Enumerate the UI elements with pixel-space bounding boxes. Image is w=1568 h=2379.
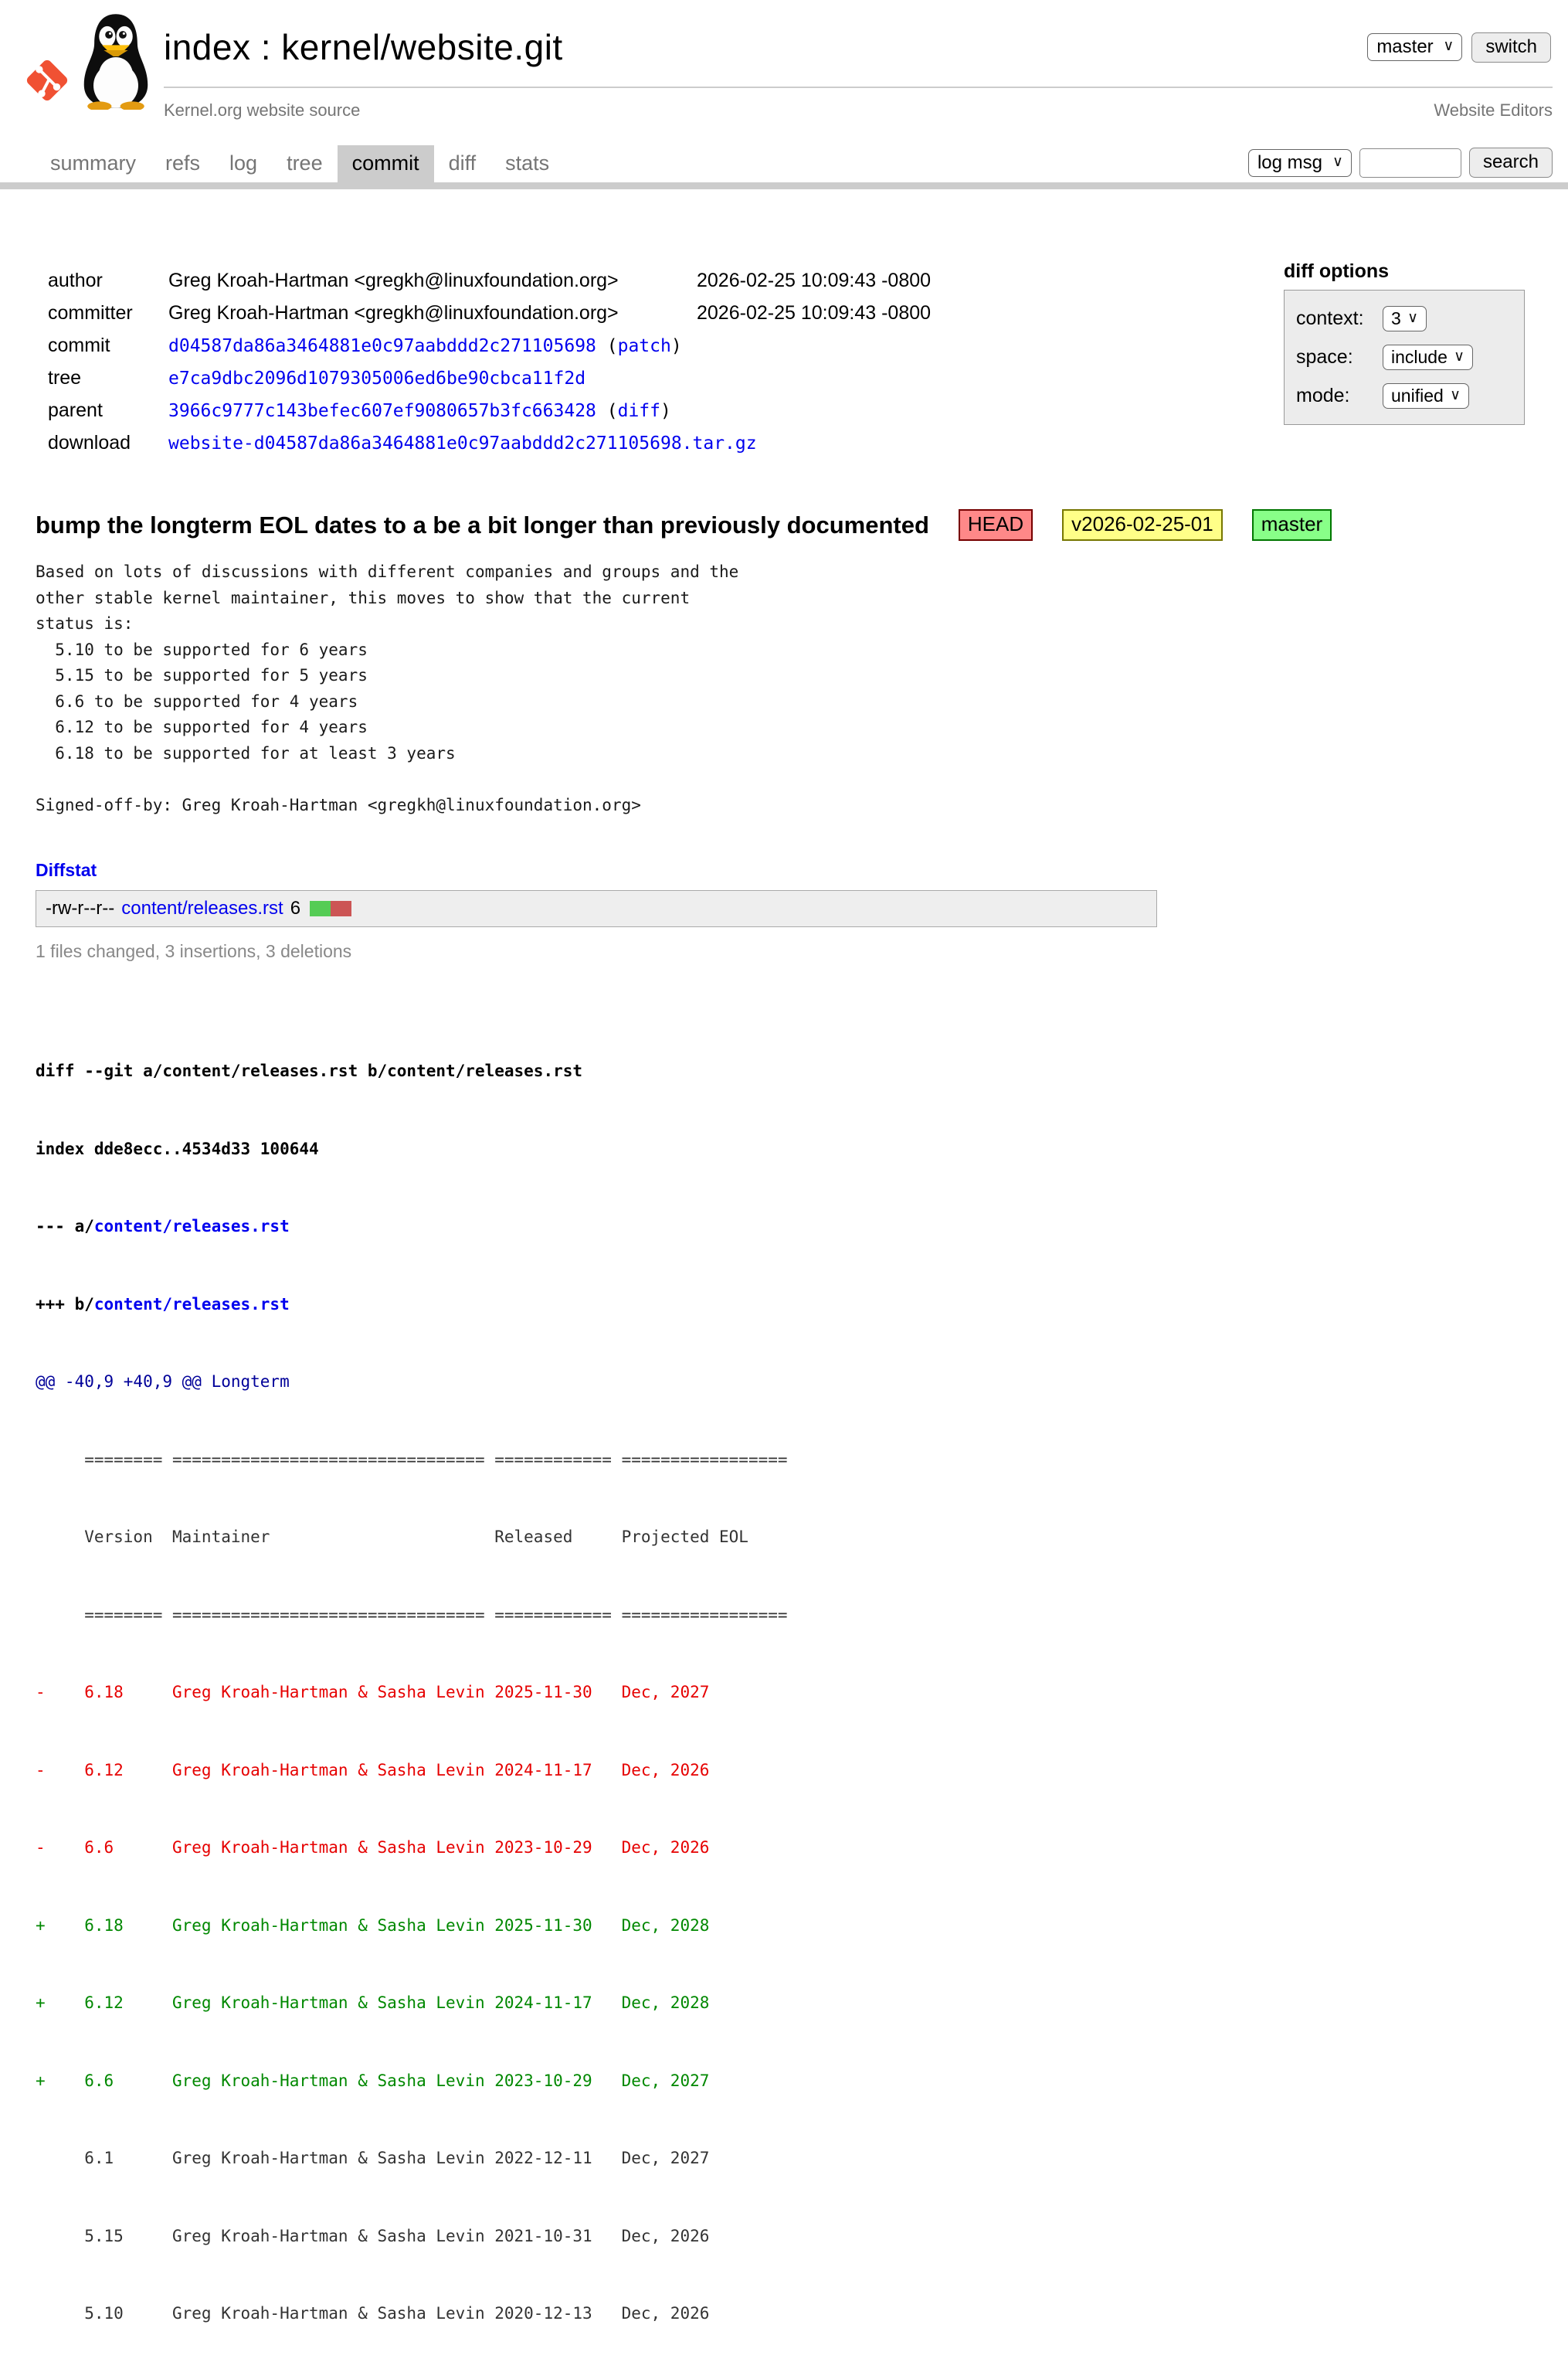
commit-label: commit [48,335,110,356]
space-select-wrap: include [1383,345,1473,370]
search-controls: log msg search [1247,148,1553,178]
mode-label: mode: [1296,385,1350,406]
branch-select-wrap: master [1367,33,1463,61]
commit-subject: bump the longterm EOL dates to a be a bi… [36,511,929,539]
author-label: author [48,270,103,291]
page-title: index : kernel/website.git [164,27,563,67]
tab-stats[interactable]: stats [505,151,550,175]
author-date: 2026-02-25 10:09:43 -0800 [697,270,932,291]
space-label: space: [1296,346,1353,368]
tag-decoration[interactable]: v2026-02-25-01 [1062,509,1223,541]
tab-underline-bar [0,182,1568,189]
branch-select[interactable]: master [1367,33,1463,61]
file-mode: -rw-r--r-- [46,898,115,919]
diffstat-graph [310,901,352,916]
new-file-link[interactable]: content/releases.rst [93,1294,290,1314]
diff-git-line: diff --git a/content/releases.rst b/cont… [36,1062,583,1080]
context-label: context: [1296,308,1364,329]
diffstat-section: Diffstat -rw-r--r-- content/releases.rst… [36,860,1553,962]
diff-options-heading: diff options [1284,260,1390,282]
diff-line-removed: - 6.6 Greg Kroah-Hartman & Sasha Levin 2… [36,1838,710,1857]
diff-line: ======== ===============================… [36,1449,788,1469]
tab-bar: summary refs log tree commit diff stats … [0,145,1568,189]
hunk-header[interactable]: @@ -40,9 +40,9 @@ Longterm [36,1372,290,1391]
diff-line: 6.1 Greg Kroah-Hartman & Sasha Levin 202… [36,2149,710,2167]
commit-info-table: author Greg Kroah-Hartman <gregkh@linuxf… [48,265,1284,460]
commit-message: Based on lots of discussions with differ… [36,562,739,814]
tab-commit[interactable]: commit [337,145,434,182]
download-link[interactable]: website-d04587da86a3464881e0c97aabddd2c2… [168,433,757,454]
parent-row: parent 3966c9777c143befec607ef9080657b3f… [48,395,1284,427]
mode-select[interactable]: unified [1383,383,1469,409]
diff-plus-line: +++ b/content/releases.rst [36,1294,290,1314]
branch-controls: master switch [1367,32,1553,63]
repo-logo-link[interactable] [11,8,164,114]
diff-minus-line: --- a/content/releases.rst [36,1217,290,1235]
deletions-bar [331,901,352,916]
author-value: Greg Kroah-Hartman <gregkh@linuxfoundati… [168,270,619,291]
diff-line: ======== ===============================… [36,1605,788,1624]
page-header: index : kernel/website.git master switch… [0,0,1568,121]
changed-file-link[interactable]: content/releases.rst [121,898,283,919]
diff-line-removed: - 6.12 Greg Kroah-Hartman & Sasha Levin … [36,1760,710,1779]
tab-diff[interactable]: diff [448,151,477,175]
download-label: download [48,432,131,454]
diff-line-added: + 6.12 Greg Kroah-Hartman & Sasha Levin … [36,1993,710,2012]
search-button[interactable]: search [1468,148,1553,178]
diff-options-panel: diff options context: 3 space: include m… [1284,260,1525,425]
tree-row: tree e7ca9dbc2096d1079305006ed6be90cbca1… [48,362,1284,395]
diff-line: 5.15 Greg Kroah-Hartman & Sasha Levin 20… [36,2226,710,2245]
tree-label: tree [48,367,82,389]
diff-line-removed: - 6.18 Greg Kroah-Hartman & Sasha Levin … [36,1683,710,1701]
commit-row: commit d04587da86a3464881e0c97aabddd2c27… [48,330,1284,362]
diffstat-table: -rw-r--r-- content/releases.rst 6 [36,890,1157,927]
change-count: 6 [290,898,301,919]
committer-row: committer Greg Kroah-Hartman <gregkh@lin… [48,297,1284,330]
parent-hash-link[interactable]: 3966c9777c143befec607ef9080657b3fc663428 [168,401,596,421]
patch-link[interactable]: patch [617,336,671,356]
committer-date: 2026-02-25 10:09:43 -0800 [697,302,932,324]
tab-log[interactable]: log [229,151,258,175]
commit-page: diff options context: 3 space: include m… [0,189,1568,2379]
space-select[interactable]: include [1383,345,1473,370]
search-input[interactable] [1359,148,1461,178]
committer-value: Greg Kroah-Hartman <gregkh@linuxfoundati… [168,302,619,324]
diff-index-line: index dde8ecc..4534d33 100644 [36,1139,319,1158]
old-file-link[interactable]: content/releases.rst [93,1217,290,1235]
commit-hash-link[interactable]: d04587da86a3464881e0c97aabddd2c271105698 [168,336,596,356]
repo-owner: Website Editors [1434,100,1553,120]
parent-label: parent [48,399,103,421]
diff-line-added: + 6.6 Greg Kroah-Hartman & Sasha Levin 2… [36,2071,710,2090]
git-logo-icon [26,59,68,101]
author-row: author Greg Kroah-Hartman <gregkh@linuxf… [48,265,1284,297]
search-scope-select[interactable]: log msg [1247,148,1352,177]
context-select-wrap: 3 [1383,306,1427,331]
committer-label: committer [48,302,133,324]
insertions-bar [310,901,331,916]
parent-diff-link[interactable]: diff [617,401,660,421]
tux-logo-icon [83,14,148,110]
context-select[interactable]: 3 [1383,306,1427,331]
search-scope-wrap: log msg [1247,148,1352,177]
commit-subject-row: bump the longterm EOL dates to a be a bi… [36,509,1553,541]
branch-decoration[interactable]: master [1251,509,1332,541]
diff-line: Version Maintainer Released Projected EO… [36,1528,748,1546]
repo-description: Kernel.org website source [164,100,361,120]
head-decoration[interactable]: HEAD [958,509,1033,541]
tab-refs[interactable]: refs [165,151,201,175]
diff-view: diff --git a/content/releases.rst b/cont… [36,1007,1553,2379]
tab-summary[interactable]: summary [50,151,137,175]
diffstat-heading-link[interactable]: Diffstat [36,860,97,880]
download-row: download website-d04587da86a3464881e0c97… [48,427,1284,460]
tree-hash-link[interactable]: e7ca9dbc2096d1079305006ed6be90cbca11f2d [168,369,586,389]
switch-button[interactable]: switch [1471,32,1551,63]
header-main: index : kernel/website.git master switch… [164,8,1553,121]
diffstat-summary: 1 files changed, 3 insertions, 3 deletio… [36,941,352,961]
tab-tree[interactable]: tree [287,151,323,175]
diff-line-added: + 6.18 Greg Kroah-Hartman & Sasha Levin … [36,1915,710,1935]
diff-line: 5.10 Greg Kroah-Hartman & Sasha Levin 20… [36,2304,710,2323]
mode-select-wrap: unified [1383,383,1469,409]
